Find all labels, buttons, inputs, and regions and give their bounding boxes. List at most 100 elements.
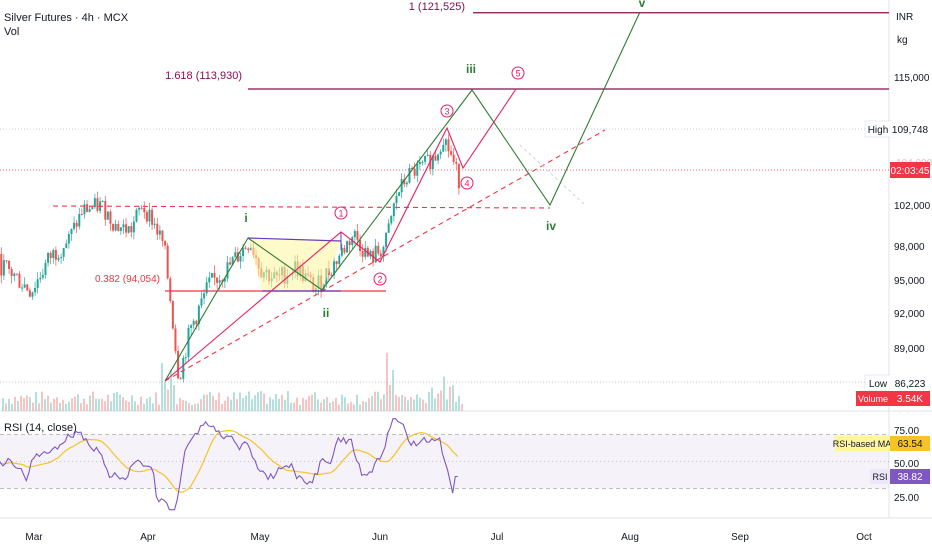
volume-bar xyxy=(173,385,175,411)
candle-body xyxy=(44,262,47,276)
candle-body xyxy=(231,257,234,265)
candle-body xyxy=(205,282,208,294)
candle-body xyxy=(421,161,424,163)
wave-label-v: v xyxy=(639,0,646,10)
volume-bar xyxy=(170,369,172,411)
volume-bar xyxy=(107,394,109,411)
candle-body xyxy=(182,357,185,379)
volume-bar xyxy=(359,404,361,411)
volume-bars xyxy=(2,352,463,411)
wave-circle xyxy=(334,206,348,220)
volume-bar xyxy=(239,392,241,411)
candle-body xyxy=(208,277,211,283)
time-tick-label: Jul xyxy=(491,532,504,543)
candle-body xyxy=(221,280,224,282)
low-badge-value: 86,223 xyxy=(895,379,926,390)
high-badge-value-box xyxy=(890,121,930,137)
volume-bar xyxy=(392,370,394,411)
volume-bar xyxy=(245,395,247,411)
volume-bar xyxy=(398,396,400,411)
volume-bar xyxy=(191,404,193,411)
volume-bar xyxy=(125,400,127,411)
volume-bar xyxy=(332,401,334,411)
volume-bar xyxy=(113,392,115,411)
volume-bar xyxy=(212,396,214,411)
candle-body xyxy=(36,279,39,288)
candle-body xyxy=(385,232,388,247)
currency-label[interactable]: INR xyxy=(896,12,914,23)
candle-body xyxy=(179,378,182,380)
volume-bar xyxy=(11,403,13,411)
wave-circle xyxy=(373,272,387,286)
volume-bar xyxy=(149,396,151,411)
candle-body xyxy=(218,280,221,283)
volume-bar xyxy=(431,387,433,411)
candle-body xyxy=(26,284,29,291)
rsi-title: RSI (14, close) xyxy=(4,422,77,434)
rsi-ma-value-box xyxy=(890,436,930,451)
volume-bar xyxy=(152,403,154,411)
volume-bar xyxy=(281,394,283,411)
fib-1-label: 1 (121,525) xyxy=(409,1,465,13)
candle-body xyxy=(213,273,216,278)
impulse-wave-path xyxy=(164,11,641,382)
volume-indicator-label[interactable]: Vol xyxy=(4,26,20,38)
candle-body xyxy=(21,287,24,289)
volume-bar xyxy=(368,398,370,411)
candle-body xyxy=(187,327,190,358)
volume-bar xyxy=(110,401,112,411)
candle-body xyxy=(356,231,359,240)
volume-bar xyxy=(143,403,145,411)
candle-body xyxy=(408,167,411,183)
candle-body xyxy=(335,261,338,265)
candle-body xyxy=(203,293,206,299)
volume-bar xyxy=(128,401,130,411)
candle-body xyxy=(200,298,203,306)
rsi-label-box xyxy=(870,469,890,484)
volume-bar xyxy=(401,395,403,411)
candle-body xyxy=(91,207,94,210)
rsi-line xyxy=(0,418,458,511)
volume-bar xyxy=(413,399,415,411)
rsi-ma-label: RSI-based MA xyxy=(833,439,892,449)
candle-body xyxy=(13,273,16,276)
volume-bar xyxy=(221,404,223,411)
candle-body xyxy=(343,247,346,253)
volume-bar xyxy=(122,397,124,411)
candle-body xyxy=(8,260,11,269)
candle-body xyxy=(392,203,395,217)
volume-bar xyxy=(98,398,100,411)
low-badge: Low 86,223 xyxy=(864,374,930,392)
candle-body xyxy=(125,224,128,233)
candle-body xyxy=(195,320,198,325)
candle-body xyxy=(374,245,377,263)
volume-bar xyxy=(248,391,250,411)
volume-bar xyxy=(230,399,232,411)
volume-bar xyxy=(284,399,286,411)
candle-body xyxy=(330,274,333,276)
projection-dashed xyxy=(519,144,586,206)
volume-bar xyxy=(365,401,367,411)
volume-bar xyxy=(350,401,352,411)
volume-bar xyxy=(23,398,25,411)
candle-body xyxy=(5,260,8,262)
volume-bar xyxy=(74,396,76,411)
volume-bar xyxy=(341,394,343,411)
volume-bar xyxy=(137,404,139,411)
unit-label[interactable]: kg xyxy=(897,35,908,46)
volume-bar xyxy=(437,393,439,411)
volume-bar xyxy=(41,391,43,411)
volume-bar xyxy=(278,398,280,411)
volume-bar xyxy=(224,400,226,411)
fib-1618-label: 1.618 (113,930) xyxy=(165,70,242,82)
volume-bar xyxy=(155,392,157,411)
volume-bar xyxy=(203,394,205,411)
candle-body xyxy=(395,195,398,204)
candle-body xyxy=(80,213,83,215)
volume-bar xyxy=(209,391,211,411)
time-tick-label: Sep xyxy=(731,532,749,543)
symbol-title[interactable]: Silver Futures · 4h · MCX xyxy=(4,12,129,24)
candle-body xyxy=(158,230,161,235)
volume-bar xyxy=(461,403,463,411)
